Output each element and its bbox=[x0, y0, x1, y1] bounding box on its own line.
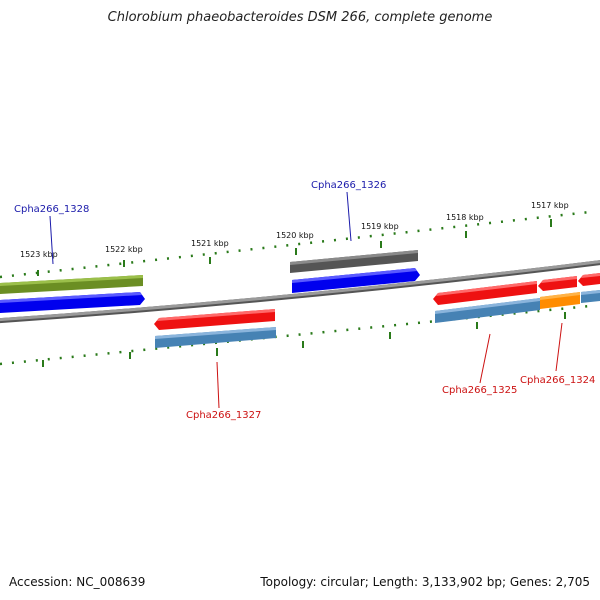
tick-label-1518: 1518 kbp bbox=[446, 213, 484, 222]
feature-gene-1323[interactable] bbox=[581, 290, 600, 303]
gene-label-cpha266-1326[interactable]: Cpha266_1326 bbox=[311, 180, 386, 191]
tick-label-1519: 1519 kbp bbox=[361, 222, 399, 231]
tick-label-1523: 1523 kbp bbox=[20, 250, 58, 259]
feature-cds-1325[interactable] bbox=[433, 281, 537, 305]
tick-row-reverse bbox=[0, 304, 591, 367]
gene-label-cpha266-1327[interactable]: Cpha266_1327 bbox=[186, 410, 261, 421]
accession-text: Accession: NC_008639 bbox=[9, 575, 146, 589]
feature-cds-1328[interactable] bbox=[0, 292, 145, 313]
gene-label-cpha266-1324[interactable]: Cpha266_1324 bbox=[520, 375, 595, 386]
feature-gene-1326[interactable] bbox=[290, 250, 418, 273]
feature-gene-1324[interactable] bbox=[540, 292, 580, 309]
feature-cds-1324[interactable] bbox=[538, 276, 577, 291]
gene-label-cpha266-1325[interactable]: Cpha266_1325 bbox=[442, 385, 517, 396]
genome-title: Chlorobium phaeobacteroides DSM 266, com… bbox=[107, 10, 493, 25]
feature-gene-1328[interactable] bbox=[0, 275, 143, 294]
tick-label-1520: 1520 kbp bbox=[276, 231, 314, 240]
genome-info-text: Topology: circular; Length: 3,133,902 bp… bbox=[260, 575, 590, 589]
feature-cds-1327[interactable] bbox=[154, 309, 275, 330]
feature-cds-1323[interactable] bbox=[578, 273, 600, 286]
feature-gene-1325[interactable] bbox=[435, 298, 540, 323]
gene-label-cpha266-1328[interactable]: Cpha266_1328 bbox=[14, 204, 89, 215]
label-leader-lines bbox=[49, 191, 563, 409]
genome-backbone bbox=[0, 260, 600, 324]
feature-cds-1326[interactable] bbox=[292, 268, 420, 293]
tick-label-1522: 1522 kbp bbox=[105, 245, 143, 254]
tick-label-1517: 1517 kbp bbox=[531, 201, 569, 210]
tick-label-1521: 1521 kbp bbox=[191, 239, 229, 248]
feature-gene-1327[interactable] bbox=[155, 327, 276, 348]
tick-row-forward bbox=[0, 210, 591, 279]
